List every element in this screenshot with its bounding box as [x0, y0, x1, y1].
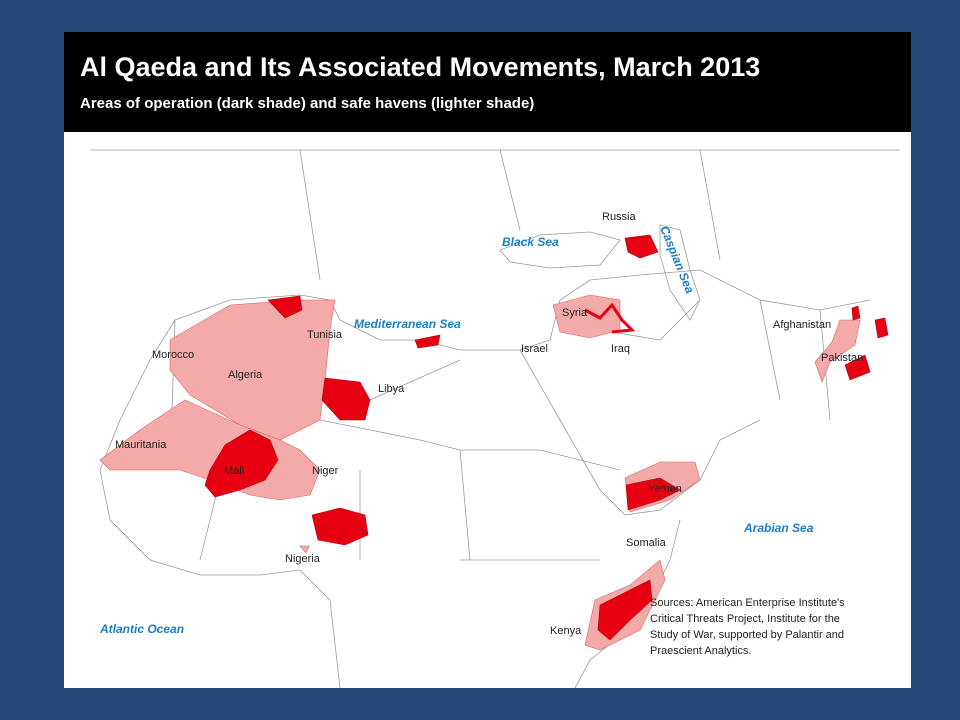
- sources-line: Sources: American Enterprise Institute's: [650, 597, 845, 609]
- black-sea: [499, 231, 621, 269]
- country-label: Pakistan: [821, 352, 863, 364]
- labels: Russia Tunisia Morocco Algeria Libya Mau…: [99, 211, 863, 637]
- operation-area: [204, 429, 279, 498]
- operation-area: [584, 302, 636, 334]
- caspian: [659, 224, 701, 321]
- operation-area: [267, 295, 303, 319]
- coastline: [519, 349, 761, 516]
- safe-haven: [299, 545, 310, 554]
- sources-line: Study of War, supported by Palantir and: [650, 629, 844, 641]
- sea-label: Black Sea: [502, 235, 559, 249]
- header-bar: [64, 32, 911, 132]
- operation-area: [844, 354, 871, 381]
- country-label: Afghanistan: [773, 319, 831, 331]
- country-label: Nigeria: [285, 553, 321, 565]
- sources: Sources: American Enterprise Institute's…: [650, 597, 845, 657]
- country-label: Israel: [521, 343, 548, 355]
- country-label: Somalia: [626, 537, 667, 549]
- country-label: Mauritania: [115, 439, 167, 451]
- subtitle: Areas of operation (dark shade) and safe…: [80, 95, 534, 112]
- operation-area: [311, 507, 369, 546]
- sea-label: Mediterranean Sea: [354, 317, 461, 331]
- country-label: Libya: [378, 383, 405, 395]
- country-label: Mali: [224, 465, 244, 477]
- sea-label: Atlantic Ocean: [99, 622, 184, 636]
- country-label: Niger: [312, 465, 339, 477]
- title: Al Qaeda and Its Associated Movements, M…: [80, 52, 760, 82]
- country-label: Russia: [602, 211, 637, 223]
- operation-area: [625, 477, 681, 511]
- country-label: Morocco: [152, 349, 194, 361]
- operation-area: [597, 579, 653, 641]
- regions: [99, 234, 889, 651]
- coastline: [99, 469, 341, 689]
- country-label: Kenya: [550, 625, 582, 637]
- country-label: Tunisia: [307, 329, 343, 341]
- operation-area: [851, 305, 861, 321]
- operation-area: [874, 317, 889, 339]
- sources-line: Praescient Analytics.: [650, 645, 752, 657]
- operation-area: [624, 234, 659, 259]
- sea-label: Arabian Sea: [743, 521, 814, 535]
- operation-area: [321, 377, 371, 421]
- operation-area: [414, 334, 441, 349]
- country-label: Iraq: [611, 343, 630, 355]
- country-label: Syria: [562, 307, 588, 319]
- safe-haven: [814, 319, 861, 383]
- country-label: Algeria: [228, 369, 263, 381]
- country-label: Yemen: [648, 483, 682, 495]
- sources-line: Critical Threats Project, Institute for …: [650, 613, 840, 625]
